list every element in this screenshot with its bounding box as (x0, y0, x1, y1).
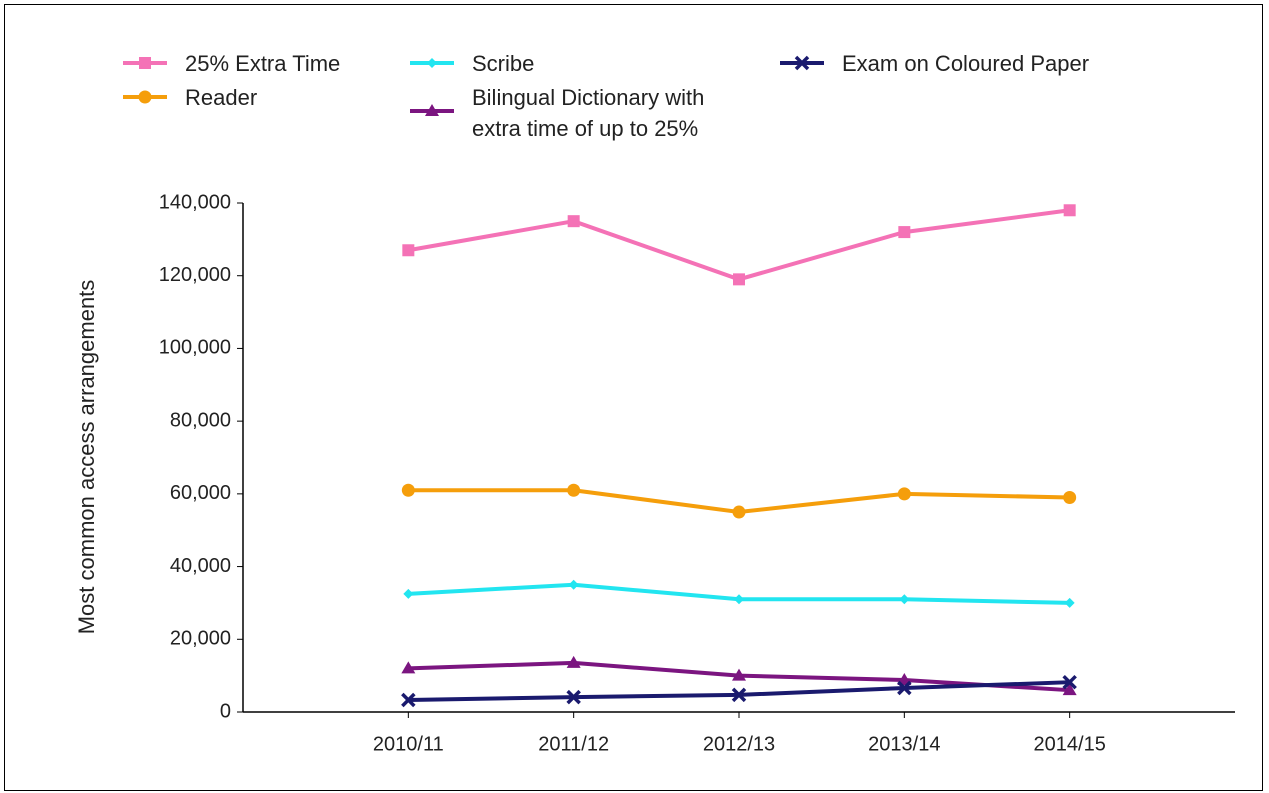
x-tick-label: 2012/13 (703, 733, 775, 755)
legend-item (410, 104, 454, 116)
marker (566, 689, 581, 705)
x-tick-label: 2014/15 (1034, 733, 1106, 755)
y-tick-label: 100,000 (159, 337, 231, 359)
marker (897, 487, 911, 501)
y-axis-label: Most common access arrangements (74, 280, 99, 635)
frame (4, 4, 1263, 791)
marker (898, 226, 911, 239)
x-tick-label: 2013/14 (868, 733, 940, 755)
marker (731, 687, 747, 703)
marker (733, 273, 745, 286)
x-tick-label: 2011/12 (538, 733, 609, 755)
marker (139, 57, 151, 69)
marker (401, 661, 416, 674)
marker (401, 483, 415, 497)
marker (1063, 204, 1076, 217)
y-tick-label: 0 (220, 700, 231, 722)
legend-item (410, 58, 454, 68)
legend-label: Exam on Coloured Paper (842, 51, 1090, 76)
marker (899, 594, 910, 605)
marker (425, 104, 439, 116)
marker (794, 55, 810, 71)
marker (138, 90, 152, 104)
marker (402, 244, 415, 257)
marker (1062, 674, 1077, 690)
marker (732, 668, 746, 681)
y-tick-label: 140,000 (159, 191, 231, 213)
marker (427, 58, 437, 68)
y-tick-label: 80,000 (170, 409, 231, 431)
marker (567, 215, 580, 228)
y-tick-label: 40,000 (170, 555, 231, 577)
marker (1063, 490, 1077, 504)
x-tick-label: 2010/11 (373, 733, 444, 755)
y-tick-label: 60,000 (170, 482, 231, 504)
series-line (407, 208, 1070, 282)
legend-label: Reader (185, 85, 258, 110)
legend-label: Bilingual Dictionary with extra time of … (472, 85, 705, 141)
y-tick-label: 120,000 (159, 264, 231, 286)
marker (897, 680, 912, 696)
marker (897, 673, 912, 686)
marker (1064, 597, 1075, 608)
marker (401, 692, 416, 708)
legend-item (123, 90, 167, 104)
legend-item (123, 57, 167, 69)
marker (732, 505, 746, 519)
marker (734, 594, 744, 605)
y-tick-label: 20,000 (170, 628, 231, 650)
marker (567, 483, 581, 497)
marker (568, 579, 579, 590)
legend-label: Scribe (472, 51, 535, 76)
marker (403, 588, 414, 599)
marker (566, 655, 581, 668)
legend-item (780, 55, 824, 71)
marker (1062, 683, 1077, 696)
legend-label: 25% Extra Time (185, 51, 341, 76)
